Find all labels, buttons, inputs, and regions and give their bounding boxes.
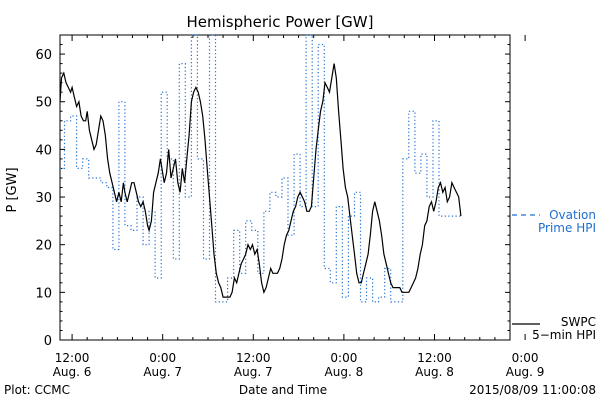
legend-label-swpc-line1: SWPC — [561, 315, 596, 329]
plot-timestamp: 2015/08/09 11:00:08 — [469, 383, 596, 397]
y-tick-label: 10 — [35, 286, 52, 301]
series-line-swpc — [59, 63, 462, 298]
x-tick-label-date: Aug. 6 — [53, 365, 92, 379]
x-tick-label-date: Aug. 8 — [325, 365, 364, 379]
x-tick-label-date: Aug. 7 — [234, 365, 273, 379]
x-tick-label-time: 12:00 — [236, 351, 271, 365]
x-tick-label-date: Aug. 7 — [143, 365, 182, 379]
chart-title: Hemispheric Power [GW] — [187, 13, 374, 31]
y-tick-label: 30 — [35, 191, 52, 206]
x-tick-label-date: Aug. 8 — [415, 365, 454, 379]
plot-frame — [59, 34, 511, 341]
legend-label-swpc-line2: 5−min HPI — [532, 328, 596, 342]
x-tick-label-time: 0:00 — [330, 351, 357, 365]
x-tick-label-time: 0:00 — [149, 351, 176, 365]
y-tick-label: 0 — [44, 334, 52, 349]
x-axis-label: Date and Time — [239, 383, 327, 397]
y-axis-label: P [GW] — [5, 167, 20, 212]
series-line-ovation-prime — [60, 34, 461, 303]
legend-label-ovation-line1: Ovation — [549, 208, 596, 222]
y-axis-ticks: 0 10 20 30 40 50 60 — [35, 44, 510, 349]
y-tick-label: 60 — [35, 48, 52, 63]
plot-credit: Plot: CCMC — [4, 383, 70, 397]
y-tick-label: 40 — [35, 143, 52, 158]
y-tick-label: 20 — [35, 239, 52, 254]
x-tick-label-time: 12:00 — [55, 351, 90, 365]
x-tick-label-time: 0:00 — [512, 351, 539, 365]
legend-label-ovation-line2: Prime HPI — [538, 221, 596, 235]
y-tick-label: 50 — [35, 96, 52, 111]
x-tick-label-date: Aug. 9 — [506, 365, 545, 379]
x-tick-label-time: 12:00 — [417, 351, 452, 365]
